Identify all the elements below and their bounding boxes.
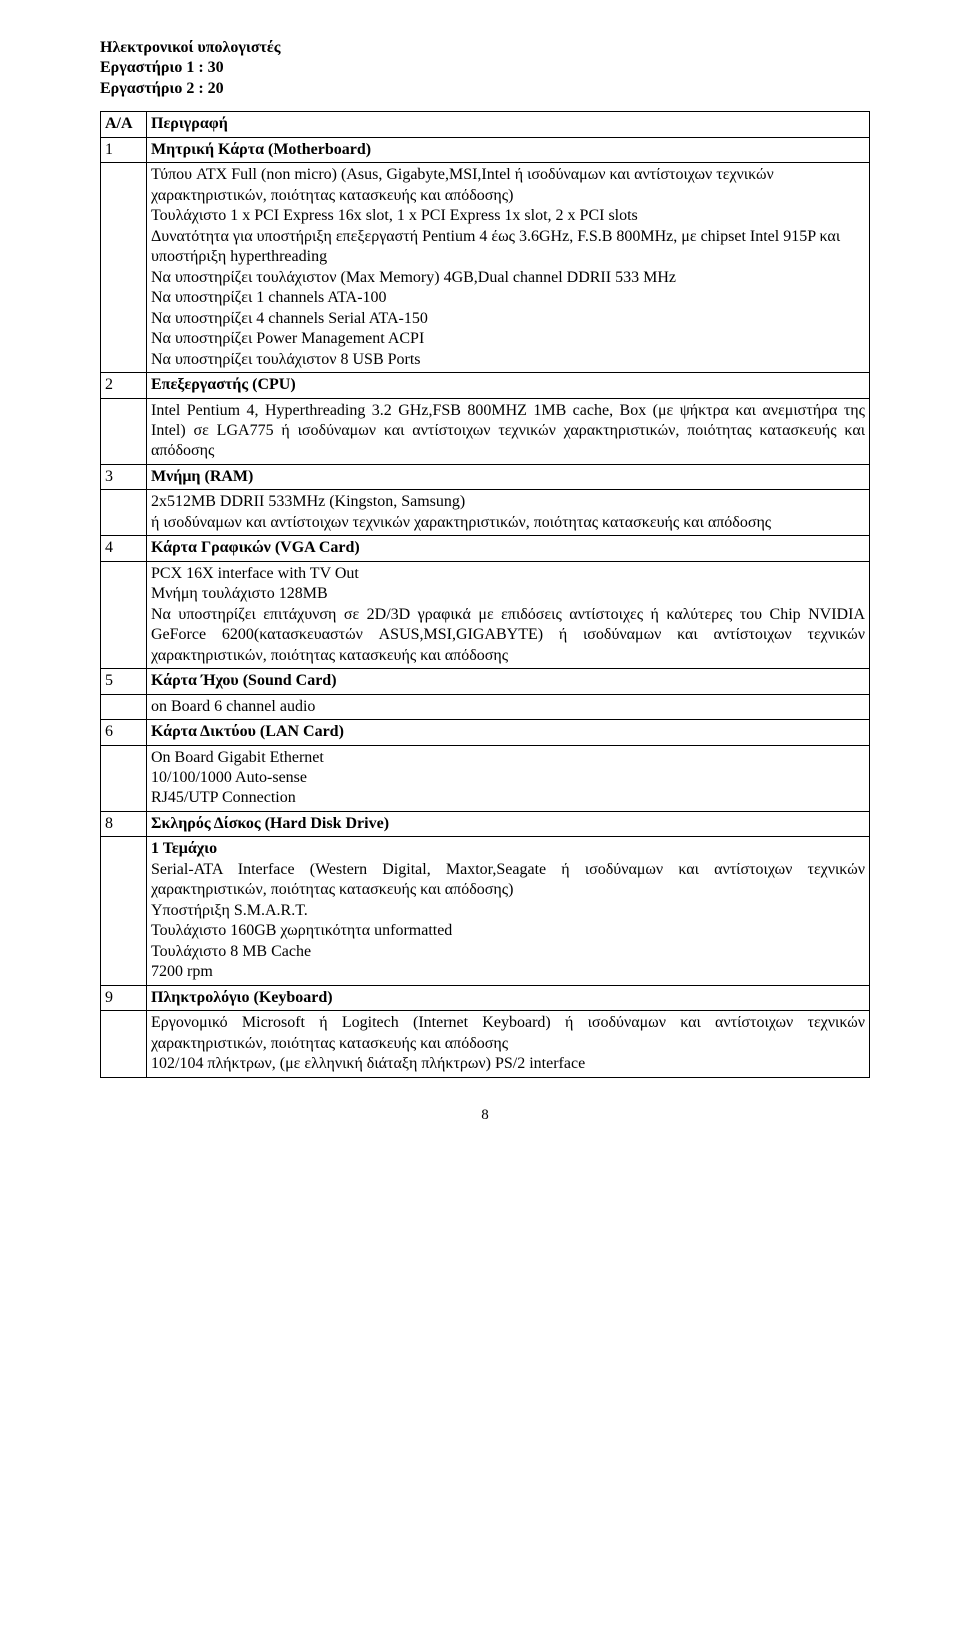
body-line: Να υποστηρίζει τουλάχιστον 8 USB Ports [151,350,865,370]
body-line: Υποστήριξη S.M.A.R.T. [151,901,865,921]
spec-table: Α/ΑΠεριγραφή1Μητρική Κάρτα (Motherboard)… [100,111,870,1077]
table-row-title: Σκληρός Δίσκος (Hard Disk Drive) [147,811,870,836]
body-line: RJ45/UTP Connection [151,788,865,808]
table-row-body: PCX 16X interface with TV OutΜνήμη τουλά… [147,561,870,668]
table-row-aa-empty [101,561,147,668]
lab2-line: Εργαστήριο 2 : 20 [100,79,870,99]
body-line: 1 Τεμάχιο [151,839,865,859]
body-line: Τύπου ATX Full (non micro) (Asus, Gigaby… [151,165,865,206]
body-line: Τουλάχιστο 1 x PCI Express 16x slot, 1 x… [151,206,865,226]
body-line: 102/104 πλήκτρων, (με ελληνική διάταξη π… [151,1054,865,1074]
table-row-aa: 8 [101,811,147,836]
body-line: Τουλάχιστο 160GB χωρητικότητα unformatte… [151,921,865,941]
body-line: Μνήμη τουλάχιστο 128MB [151,584,865,604]
table-row-title: Μητρική Κάρτα (Motherboard) [147,137,870,162]
heading-block: Ηλεκτρονικοί υπολογιστές Εργαστήριο 1 : … [100,38,870,99]
table-row-aa: 1 [101,137,147,162]
table-row-body: Intel Pentium 4, Hyperthreading 3.2 GHz,… [147,398,870,464]
table-row-aa-empty [101,745,147,811]
table-row-aa-empty [101,1011,147,1077]
table-row-aa: 5 [101,669,147,694]
table-row-body: on Board 6 channel audio [147,694,870,719]
table-row-aa: 6 [101,720,147,745]
body-line: 7200 rpm [151,962,865,982]
table-row-aa: 3 [101,464,147,489]
body-line: Εργονομικό Microsoft ή Logitech (Interne… [151,1013,865,1054]
body-line: Να υποστηρίζει 4 channels Serial ATA-150 [151,309,865,329]
table-row-aa-empty [101,398,147,464]
body-line: Να υποστηρίζει τουλάχιστον (Max Memory) … [151,268,865,288]
table-row-body: 1 ΤεμάχιοSerial-ATA Interface (Western D… [147,837,870,985]
table-header-aa: Α/Α [101,112,147,137]
table-row-aa: 9 [101,985,147,1010]
body-line: Serial-ATA Interface (Western Digital, M… [151,860,865,901]
body-line: Να υποστηρίζει 1 channels ATA-100 [151,288,865,308]
body-line: Τουλάχιστο 8 MB Cache [151,942,865,962]
table-row-body: Τύπου ATX Full (non micro) (Asus, Gigaby… [147,163,870,373]
table-row-body: On Board Gigabit Ethernet10/100/1000 Aut… [147,745,870,811]
table-row-title: Κάρτα Γραφικών (VGA Card) [147,536,870,561]
table-row-aa: 4 [101,536,147,561]
table-row-aa: 2 [101,373,147,398]
doc-title: Ηλεκτρονικοί υπολογιστές [100,38,870,58]
body-line: Δυνατότητα για υποστήριξη επεξεργαστή Pe… [151,227,865,268]
table-row-title: Μνήμη (RAM) [147,464,870,489]
body-line: on Board 6 channel audio [151,697,865,717]
table-row-aa-empty [101,163,147,373]
table-row-title: Κάρτα Δικτύου (LAN Card) [147,720,870,745]
table-row-aa-empty [101,490,147,536]
table-row-body: Εργονομικό Microsoft ή Logitech (Interne… [147,1011,870,1077]
table-row-aa-empty [101,837,147,985]
page-number: 8 [100,1106,870,1125]
table-row-title: Επεξεργαστής (CPU) [147,373,870,398]
table-row-aa-empty [101,694,147,719]
body-line: Intel Pentium 4, Hyperthreading 3.2 GHz,… [151,401,865,462]
body-line: PCX 16X interface with TV Out [151,564,865,584]
body-line: Να υποστηρίζει επιτάχυνση σε 2D/3D γραφι… [151,605,865,666]
body-line: 10/100/1000 Auto-sense [151,768,865,788]
table-row-body: 2x512MB DDRII 533MHz (Kingston, Samsung)… [147,490,870,536]
body-line: ή ισοδύναμων και αντίστοιχων τεχνικών χα… [151,513,865,533]
table-row-title: Πληκτρολόγιο (Keyboard) [147,985,870,1010]
table-header-desc: Περιγραφή [147,112,870,137]
body-line: 2x512MB DDRII 533MHz (Kingston, Samsung) [151,492,865,512]
lab1-line: Εργαστήριο 1 : 30 [100,58,870,78]
table-row-title: Κάρτα Ήχου (Sound Card) [147,669,870,694]
body-line: On Board Gigabit Ethernet [151,748,865,768]
body-line: Να υποστηρίζει Power Management ACPI [151,329,865,349]
